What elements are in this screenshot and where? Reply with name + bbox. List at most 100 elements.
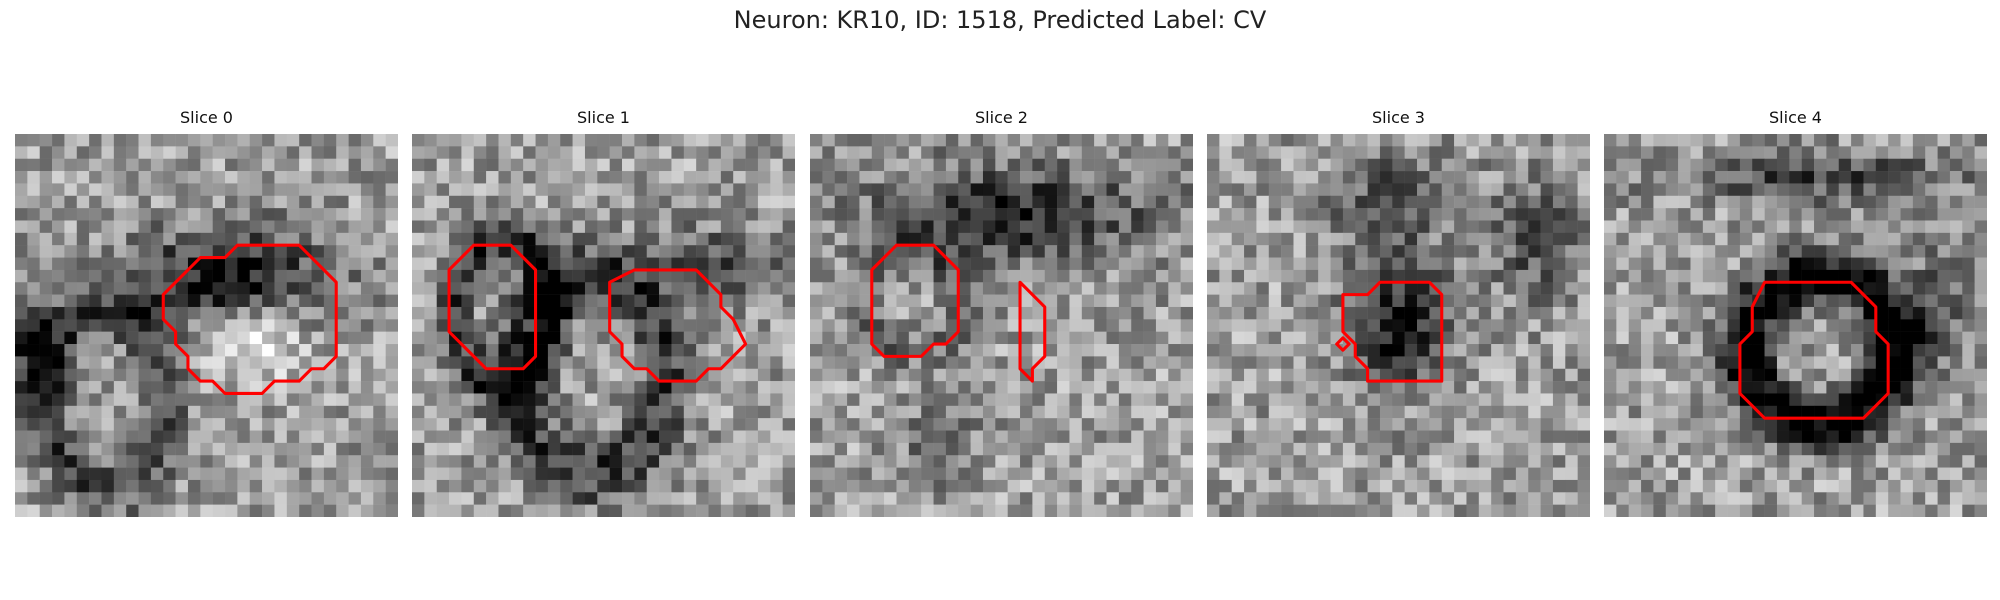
pixel [535,467,549,481]
pixel [1219,442,1232,456]
pixel [412,344,425,357]
pixel [634,158,647,172]
pixel [212,269,226,283]
pixel [908,245,922,258]
pixel [1044,405,1058,419]
pixel [1168,232,1181,246]
pixel [1900,306,1914,320]
pixel [1974,319,1987,332]
pixel [311,232,325,246]
pixel [1826,257,1839,271]
pixel [1081,282,1095,295]
pixel [970,306,984,320]
pixel [810,356,823,369]
pixel [1752,319,1765,332]
pixel [1752,220,1765,234]
pixel [1131,171,1144,184]
pixel [1118,306,1132,320]
pixel [1207,504,1220,517]
roi-contour-1a [447,243,538,371]
pixel [1863,492,1877,505]
pixel [634,232,647,246]
pixel [1900,183,1914,197]
pixel [1268,479,1282,493]
pixel [1875,158,1889,172]
pixel [373,393,386,407]
pixel [547,171,561,184]
pixel [995,368,1008,382]
pixel [896,306,910,320]
pixel [572,220,586,234]
pixel [373,269,386,283]
pixel [958,442,971,456]
pixel [1974,356,1987,369]
pixel [1863,257,1877,271]
pixel [1081,442,1095,456]
pixel [921,171,934,184]
pixel [1540,492,1554,505]
pixel [1789,257,1802,271]
pixel [64,319,78,332]
pixel [385,344,398,357]
pixel [1143,282,1157,295]
pixel [373,368,386,382]
pixel [1851,455,1864,468]
pixel [1565,319,1578,332]
pixel [1515,220,1529,234]
pixel [945,220,959,234]
pixel [424,195,437,209]
pixel [473,171,487,184]
pixel [1888,220,1901,234]
pixel [1044,430,1058,444]
pixel [323,146,337,159]
pixel [449,504,462,517]
pixel [1900,368,1914,382]
pixel [1281,418,1294,431]
pixel [1131,195,1144,209]
pixel [708,430,722,444]
pixel [1739,344,1753,357]
pixel [1814,442,1827,456]
pixel [1244,467,1257,481]
pixel [970,269,984,283]
pixel [1268,405,1282,419]
pixel [473,220,487,234]
pixel [1404,245,1418,258]
pixel [1616,257,1629,271]
pixel [1727,331,1741,345]
pixel [15,356,28,369]
pixel [708,306,722,320]
pixel [449,232,462,246]
pixel [1032,146,1045,159]
pixel [1106,146,1120,159]
pixel [1106,257,1120,271]
pixel [1155,294,1169,308]
pixel [311,294,325,308]
pixel [1540,504,1554,517]
pixel [175,381,189,394]
pixel [15,269,28,283]
pixel [1007,134,1021,147]
pixel [622,158,635,172]
pixel [113,257,127,271]
pixel [834,479,848,493]
pixel [1330,430,1344,444]
pixel [486,467,499,481]
pixel [1863,504,1877,517]
pixel [1665,405,1679,419]
pixel [1281,393,1294,407]
pixel [970,294,984,308]
pixel [609,158,623,172]
pixel [249,245,263,258]
pixel [1168,344,1181,357]
pixel [733,282,746,295]
pixel [27,430,40,444]
pixel [810,467,823,481]
pixel [27,455,40,468]
pixel [1180,306,1193,320]
pixel [1752,331,1765,345]
pixel [200,455,213,468]
pixel [39,183,53,197]
pixel [847,183,860,197]
pixel [1143,134,1157,147]
